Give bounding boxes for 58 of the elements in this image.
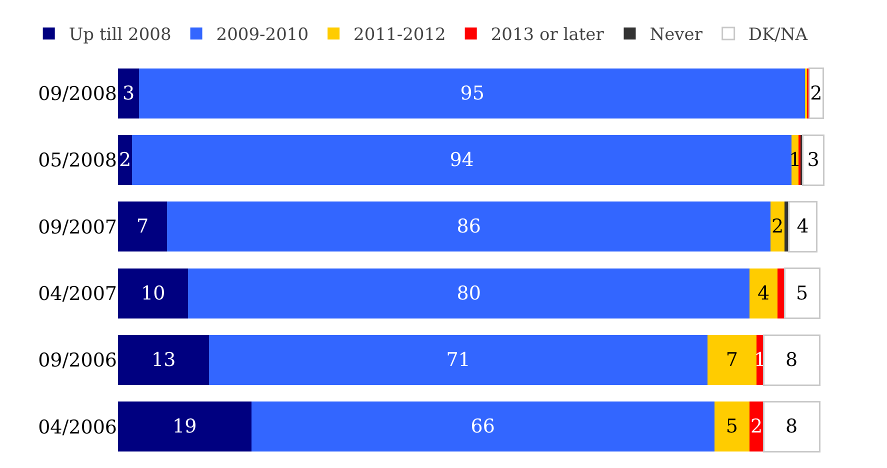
y-tick-label: 05/2008 [38,150,117,172]
bar [118,335,210,385]
bar [762,400,820,452]
y-tick-label: 09/2007 [38,216,117,238]
data-label: 10 [140,282,166,304]
data-label: 2 [750,416,763,438]
bar [139,68,806,118]
data-label: 80 [456,282,481,304]
data-label: 86 [456,216,481,238]
bar [209,335,708,385]
legend-label: Up till 2008 [68,25,172,46]
legend-label: DK/NA [748,25,808,46]
data-label: 4 [757,282,770,304]
data-label: 8 [786,349,798,371]
data-label: 13 [152,349,176,371]
bar [808,68,824,120]
data-label: 2 [118,149,132,171]
y-tick-label: 09/2006 [38,350,117,372]
bar [118,68,140,118]
bar [770,202,785,252]
bar [132,135,792,185]
data-label: 2 [772,216,784,238]
legend-label: 2013 or later [490,25,605,46]
y-tick-label: 04/2007 [38,282,117,305]
bar [251,402,714,452]
bar [802,134,825,186]
data-label: 5 [726,416,738,438]
bar [749,268,778,318]
data-label: 66 [470,416,495,438]
data-label: 3 [807,149,820,171]
data-label: 71 [446,349,470,371]
data-label: 19 [172,416,197,438]
bar [188,268,750,318]
data-label: 7 [726,349,738,371]
bar [118,135,132,185]
data-label: 5 [796,282,808,304]
data-label: 7 [136,216,149,238]
bar [118,402,252,452]
bar [784,268,820,320]
legend-label: Never [650,25,704,46]
data-label: 8 [786,416,798,438]
data-label: 94 [450,149,474,171]
y-tick-label: 09/2008 [38,82,117,105]
bar [118,268,188,318]
data-label: 3 [122,82,135,104]
data-label: 4 [796,216,809,238]
legend-label: 2011-2012 [354,25,446,46]
data-label: 95 [460,82,484,104]
legend-label: 2009-2010 [216,25,309,46]
bar [167,202,771,252]
bar [762,334,820,386]
data-label: 2 [810,82,822,104]
y-tick-label: 04/2006 [38,416,117,438]
bar [707,335,756,385]
bar [714,402,750,452]
bar [788,200,818,252]
bar [778,268,785,318]
bar [118,202,168,252]
